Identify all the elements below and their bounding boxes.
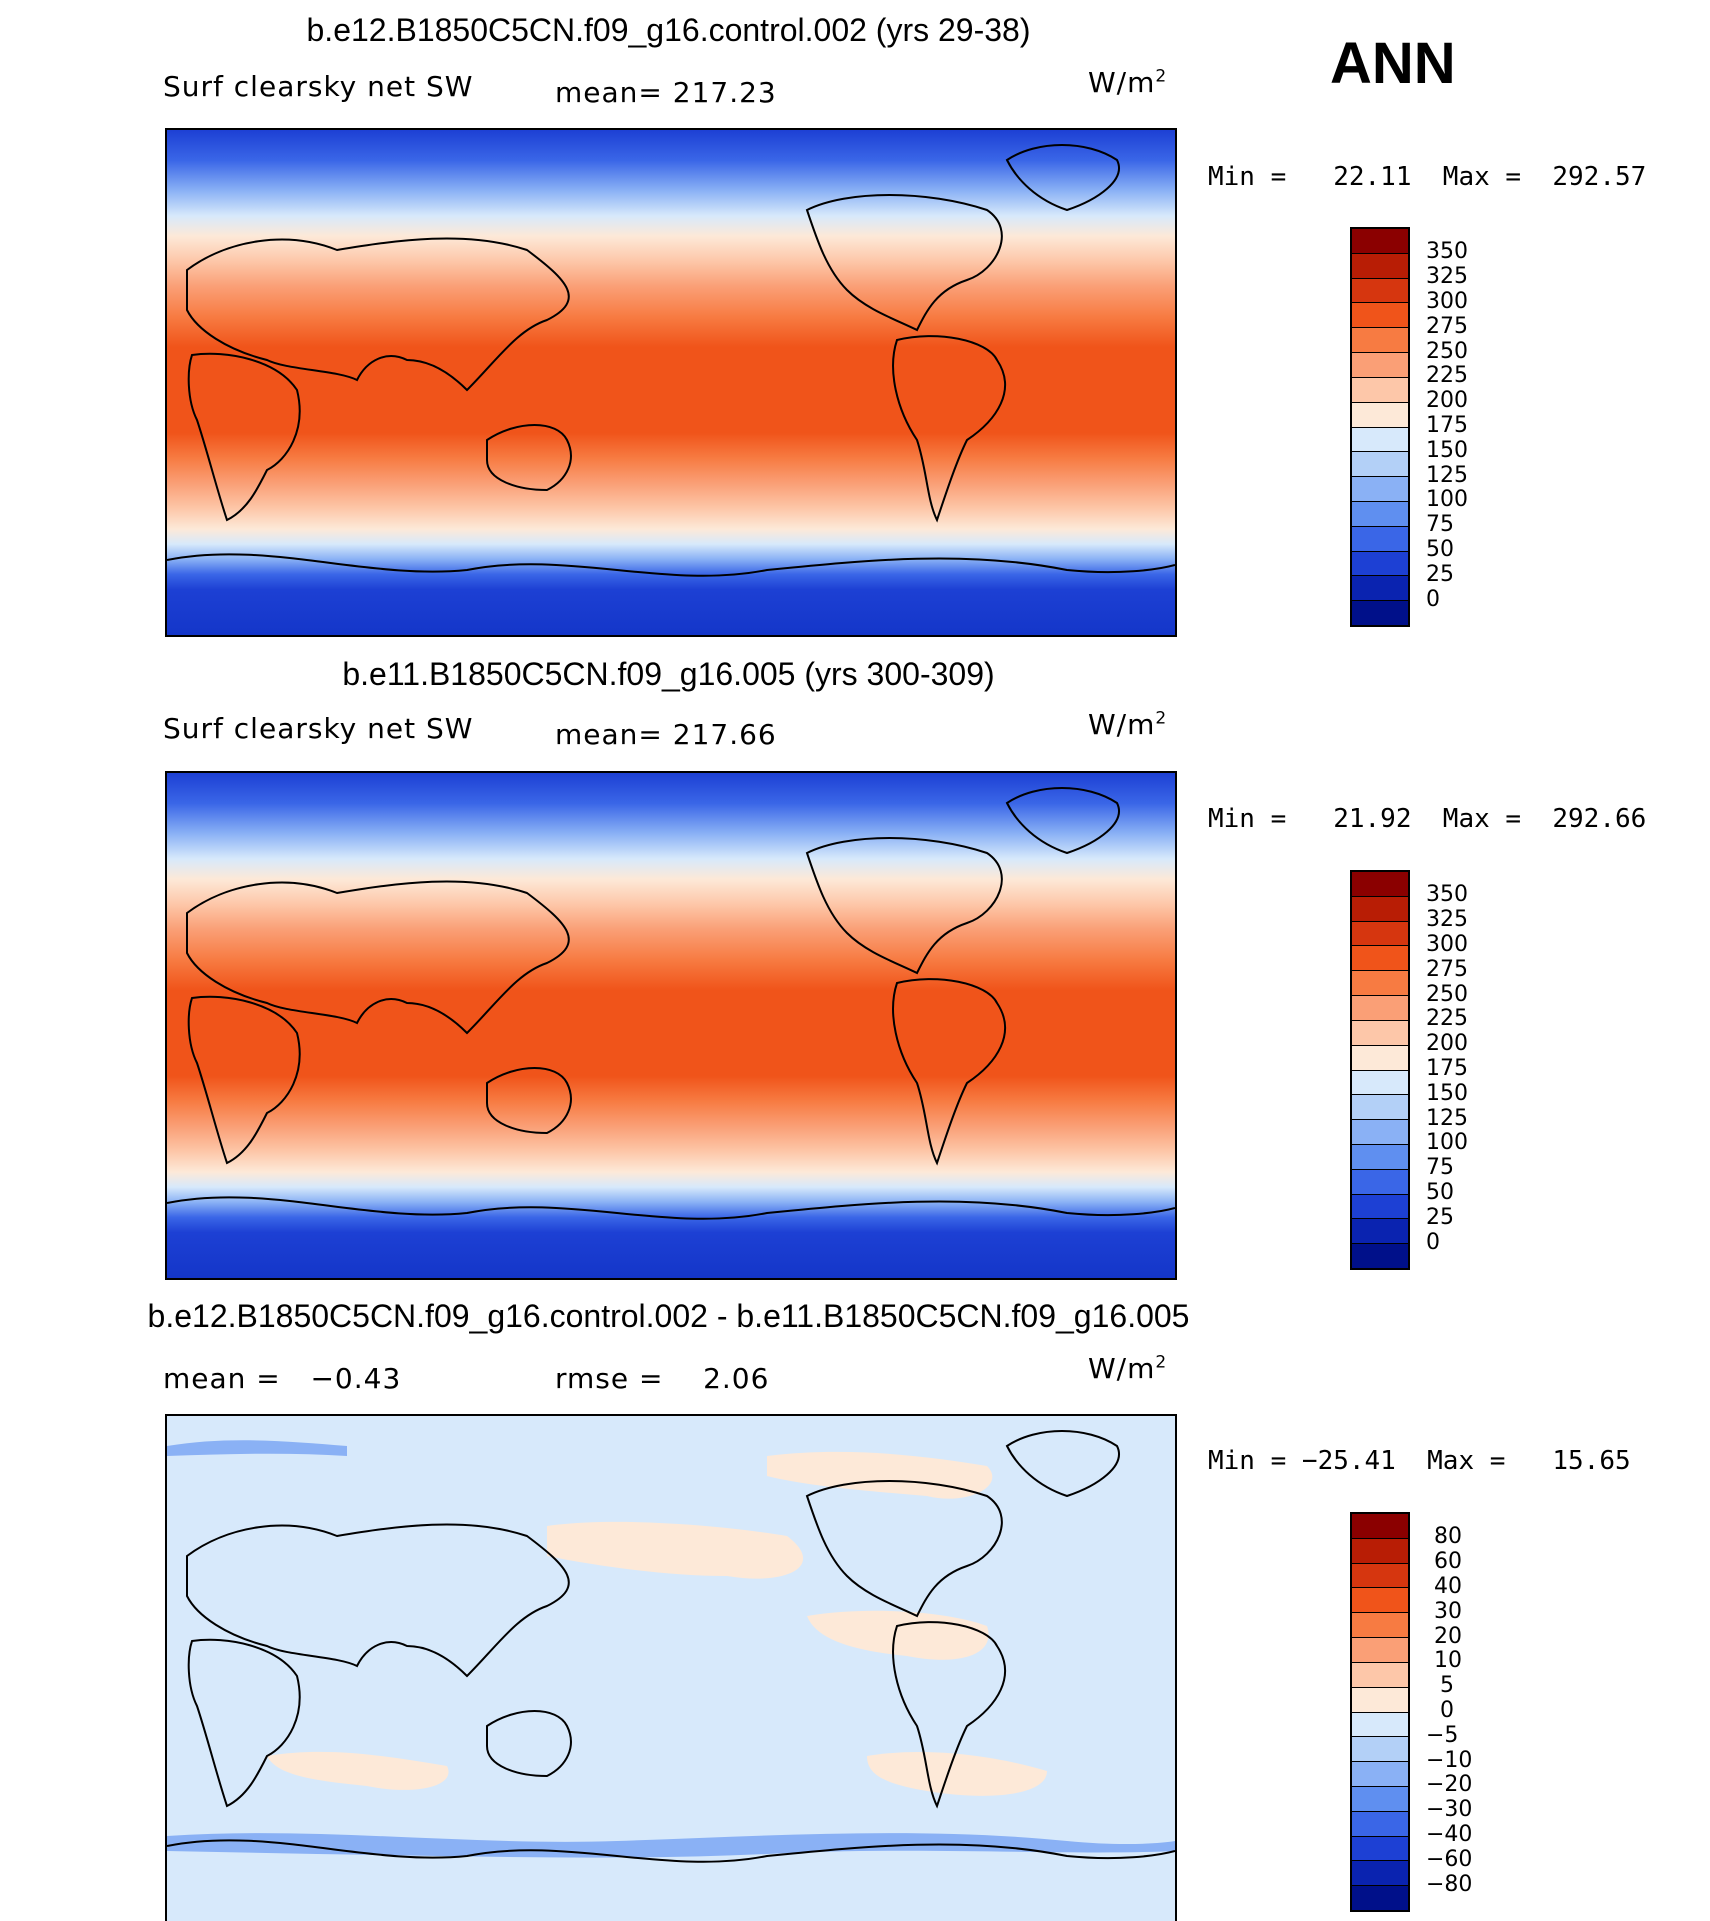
colorbar-tick-label: 225	[1426, 363, 1468, 388]
colorbar-tick-label: 250	[1426, 339, 1468, 364]
colorbar-tick-label: 0	[1440, 1698, 1454, 1723]
colorbar-tick-label: 350	[1426, 239, 1468, 264]
panel-1-colorbar	[1350, 227, 1410, 627]
panel-3-map	[165, 1414, 1177, 1921]
colorbar-tick-label: 50	[1426, 1180, 1454, 1205]
colorbar-tick-label: −10	[1426, 1748, 1473, 1773]
panel-1-field	[167, 130, 1175, 635]
panel-1-units: W/m2	[1088, 66, 1168, 99]
panel-1-coastlines	[167, 144, 1175, 577]
panel-2-coastlines	[167, 787, 1175, 1220]
colorbar-tick-label: −80	[1426, 1872, 1473, 1897]
panel-3-minmax: Min = −25.41 Max = 15.65	[1208, 1446, 1631, 1476]
colorbar-tick-label: 30	[1434, 1599, 1462, 1624]
colorbar-tick-label: 250	[1426, 982, 1468, 1007]
colorbar-tick-label: 0	[1426, 587, 1440, 612]
colorbar-tick-label: 5	[1440, 1673, 1454, 1698]
colorbar-tick-label: 60	[1434, 1549, 1462, 1574]
colorbar-tick-label: 150	[1426, 1081, 1468, 1106]
colorbar-tick-label: 150	[1426, 438, 1468, 463]
colorbar-tick-label: 40	[1434, 1574, 1462, 1599]
colorbar-tick-label: 0	[1426, 1230, 1440, 1255]
panel-3-positive-regions	[267, 1451, 1047, 1796]
panel-2-variable-label: Surf clearsky net SW	[163, 712, 474, 745]
panel-2-units: W/m2	[1088, 708, 1168, 741]
colorbar-tick-label: 175	[1426, 1056, 1468, 1081]
panel-3-title: b.e12.B1850C5CN.f09_g16.control.002 - b.…	[147, 1298, 1190, 1334]
panel-3-units: W/m2	[1088, 1352, 1168, 1385]
colorbar-tick-label: 125	[1426, 1106, 1468, 1131]
colorbar-tick-label: 300	[1426, 289, 1468, 314]
panel-1-title: b.e12.B1850C5CN.f09_g16.control.002 (yrs…	[306, 12, 1031, 48]
colorbar-tick-label: 175	[1426, 413, 1468, 438]
colorbar-tick-label: 20	[1434, 1624, 1462, 1649]
colorbar-tick-label: 75	[1426, 512, 1454, 537]
colorbar-tick-label: 80	[1434, 1524, 1462, 1549]
panel-2-colorbar	[1350, 870, 1410, 1270]
colorbar-tick-label: 275	[1426, 957, 1468, 982]
colorbar-tick-label: 225	[1426, 1006, 1468, 1031]
panel-1-mean-label: mean= 217.23	[555, 76, 777, 109]
season-label: ANN	[1330, 31, 1456, 96]
colorbar-tick-label: 325	[1426, 907, 1468, 932]
panel-1-minmax: Min = 22.11 Max = 292.57	[1208, 162, 1647, 192]
colorbar-tick-label: 50	[1426, 537, 1454, 562]
colorbar-tick-label: 25	[1426, 562, 1454, 587]
panel-2-field	[167, 773, 1175, 1278]
colorbar-tick-label: −30	[1426, 1797, 1473, 1822]
colorbar-tick-label: 100	[1426, 487, 1468, 512]
colorbar-tick-label: −20	[1426, 1772, 1473, 1797]
panel-2-map	[165, 771, 1177, 1280]
colorbar-tick-label: 25	[1426, 1205, 1454, 1230]
panel-2-mean-label: mean= 217.66	[555, 718, 777, 751]
colorbar-tick-label: 10	[1434, 1648, 1462, 1673]
panel-3-coastlines	[167, 1430, 1175, 1863]
colorbar-tick-label: 100	[1426, 1130, 1468, 1155]
colorbar-tick-label: 200	[1426, 388, 1468, 413]
panel-3-colorbar	[1350, 1512, 1410, 1912]
colorbar-tick-label: −40	[1426, 1822, 1473, 1847]
panel-3-rmse-label: rmse = 2.06	[555, 1362, 770, 1395]
panel-2-title: b.e11.B1850C5CN.f09_g16.005 (yrs 300-309…	[342, 656, 995, 692]
panel-1-variable-label: Surf clearsky net SW	[163, 70, 474, 103]
colorbar-tick-label: −60	[1426, 1847, 1473, 1872]
colorbar-tick-label: 125	[1426, 463, 1468, 488]
colorbar-tick-label: 350	[1426, 882, 1468, 907]
colorbar-tick-label: 275	[1426, 314, 1468, 339]
panel-3-mean-label: mean = −0.43	[163, 1362, 402, 1395]
colorbar-tick-label: 325	[1426, 264, 1468, 289]
colorbar-tick-label: 75	[1426, 1155, 1454, 1180]
colorbar-tick-label: 200	[1426, 1031, 1468, 1056]
panel-2-minmax: Min = 21.92 Max = 292.66	[1208, 804, 1647, 834]
panel-1-map	[165, 128, 1177, 637]
colorbar-tick-label: −5	[1426, 1723, 1459, 1748]
panel-3-negative-bands	[167, 1440, 1175, 1858]
colorbar-tick-label: 300	[1426, 932, 1468, 957]
